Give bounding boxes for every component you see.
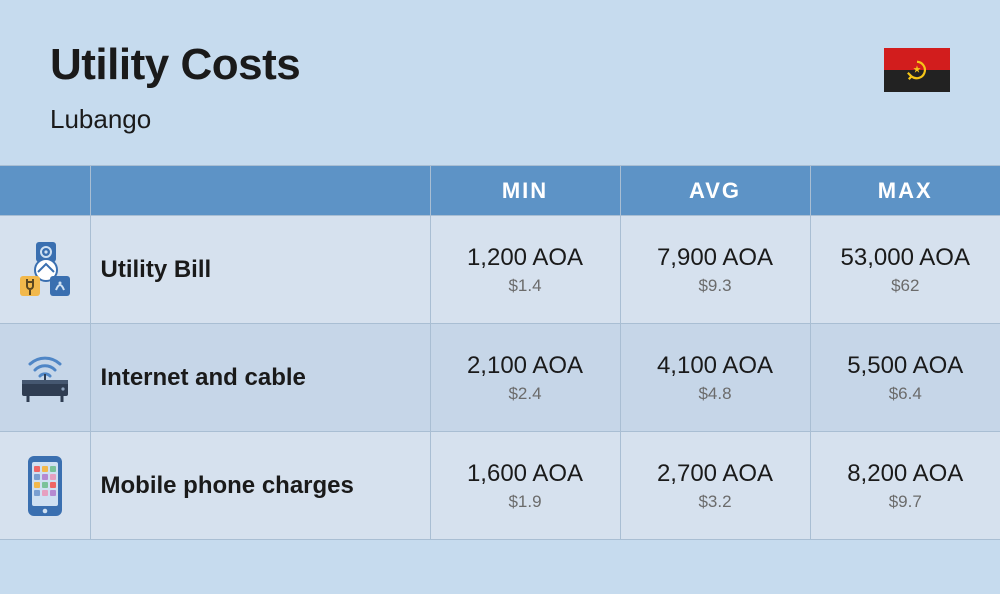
value-main: 1,200 AOA <box>431 244 620 272</box>
value-sub: $1.4 <box>431 276 620 296</box>
value-main: 53,000 AOA <box>811 244 1000 272</box>
value-main: 5,500 AOA <box>811 352 1000 380</box>
table-row: Mobile phone charges 1,600 AOA $1.9 2,70… <box>0 432 1000 540</box>
page-title: Utility Costs <box>50 40 950 90</box>
internet-cable-icon <box>0 350 90 406</box>
value-main: 2,700 AOA <box>621 460 810 488</box>
cell-avg: 7,900 AOA $9.3 <box>620 216 810 324</box>
value-sub: $9.7 <box>811 492 1000 512</box>
row-icon-cell <box>0 432 90 540</box>
header: Utility Costs Lubango <box>0 0 1000 165</box>
table-row: Utility Bill 1,200 AOA $1.4 7,900 AOA $9… <box>0 216 1000 324</box>
cell-avg: 4,100 AOA $4.8 <box>620 324 810 432</box>
value-sub: $4.8 <box>621 384 810 404</box>
cell-min: 1,600 AOA $1.9 <box>430 432 620 540</box>
table-row: Internet and cable 2,100 AOA $2.4 4,100 … <box>0 324 1000 432</box>
value-main: 7,900 AOA <box>621 244 810 272</box>
cell-min: 1,200 AOA $1.4 <box>430 216 620 324</box>
value-sub: $3.2 <box>621 492 810 512</box>
costs-table: MIN AVG MAX <box>0 165 1000 540</box>
header-blank-label <box>90 166 430 216</box>
value-sub: $2.4 <box>431 384 620 404</box>
header-min: MIN <box>430 166 620 216</box>
value-sub: $1.9 <box>431 492 620 512</box>
cell-max: 53,000 AOA $62 <box>810 216 1000 324</box>
flag-emblem-icon <box>906 59 928 81</box>
page-subtitle: Lubango <box>50 104 950 135</box>
cell-max: 5,500 AOA $6.4 <box>810 324 1000 432</box>
cell-max: 8,200 AOA $9.7 <box>810 432 1000 540</box>
cell-min: 2,100 AOA $2.4 <box>430 324 620 432</box>
value-sub: $9.3 <box>621 276 810 296</box>
row-icon-cell <box>0 324 90 432</box>
value-sub: $62 <box>811 276 1000 296</box>
value-main: 2,100 AOA <box>431 352 620 380</box>
row-label: Utility Bill <box>90 216 430 324</box>
value-main: 8,200 AOA <box>811 460 1000 488</box>
value-main: 4,100 AOA <box>621 352 810 380</box>
country-flag-icon <box>884 48 950 92</box>
mobile-phone-icon <box>0 454 90 518</box>
header-blank-icon <box>0 166 90 216</box>
value-main: 1,600 AOA <box>431 460 620 488</box>
row-label: Mobile phone charges <box>90 432 430 540</box>
value-sub: $6.4 <box>811 384 1000 404</box>
header-max: MAX <box>810 166 1000 216</box>
page-root: Utility Costs Lubango MIN AVG MAX <box>0 0 1000 594</box>
row-label: Internet and cable <box>90 324 430 432</box>
cell-avg: 2,700 AOA $3.2 <box>620 432 810 540</box>
header-avg: AVG <box>620 166 810 216</box>
row-icon-cell <box>0 216 90 324</box>
table-header-row: MIN AVG MAX <box>0 166 1000 216</box>
utility-bill-icon <box>0 242 90 298</box>
